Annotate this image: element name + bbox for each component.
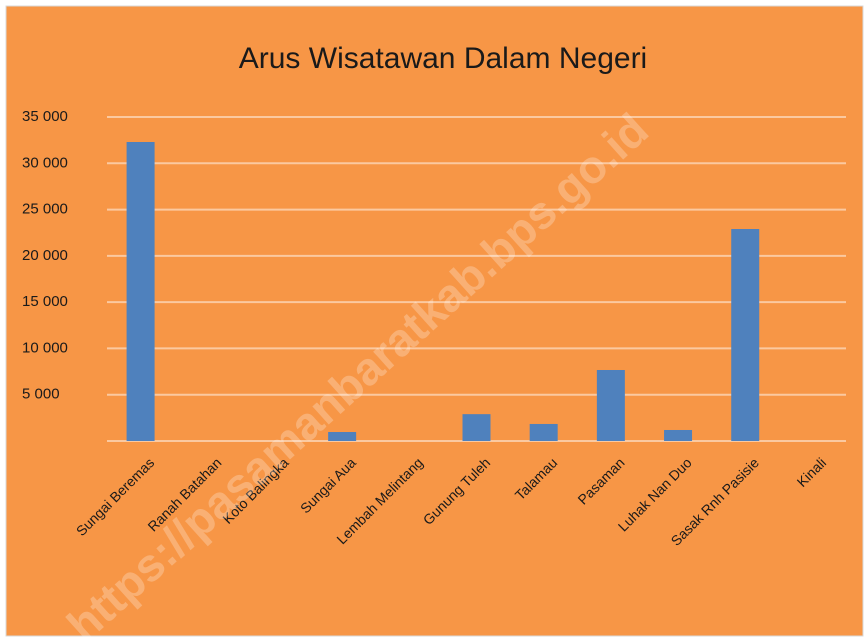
bar (596, 369, 625, 441)
bar (462, 414, 491, 441)
bar (126, 141, 155, 441)
bar (731, 229, 760, 441)
y-tick-label: 10 000 (22, 339, 68, 356)
chart-title: Arus Wisatawan Dalam Negeri (239, 42, 647, 75)
bar (328, 432, 357, 441)
y-tick-label: 15 000 (22, 293, 68, 310)
bar (529, 423, 558, 441)
bar (664, 429, 693, 441)
y-tick-label: 25 000 (22, 201, 68, 218)
y-tick-label: 20 000 (22, 247, 68, 264)
y-tick-label: 35 000 (22, 108, 68, 125)
y-tick-label: 30 000 (22, 154, 68, 171)
y-tick-label: 5 000 (22, 386, 60, 403)
